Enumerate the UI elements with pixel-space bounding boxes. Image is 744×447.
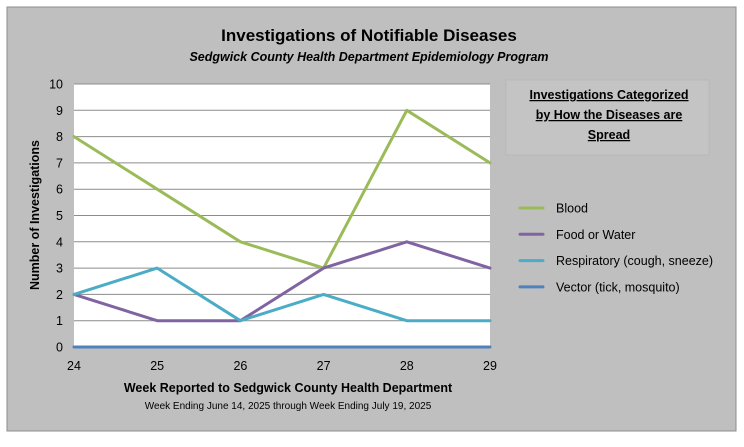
legend-label-respiratory-cough-sneeze: Respiratory (cough, sneeze) — [556, 254, 713, 268]
y-tick-label: 4 — [56, 235, 63, 249]
x-axis-sublabel: Week Ending June 14, 2025 through Week E… — [145, 401, 432, 412]
legend-title-line-1: Investigations Categorized — [529, 88, 688, 102]
legend-title-box — [505, 79, 710, 156]
legend: Blood Food or Water Respiratory (cough, sn… — [518, 202, 713, 294]
y-tick-label: 5 — [56, 209, 63, 223]
y-tick-label: 9 — [56, 104, 63, 118]
y-tick-label: 2 — [56, 288, 63, 302]
legend-title-line-2: by How the Diseases are — [536, 108, 683, 122]
legend-title-line-3: Spread — [588, 128, 630, 142]
x-tick-label: 28 — [400, 359, 414, 373]
x-tick-label: 24 — [67, 359, 81, 373]
y-tick-label: 6 — [56, 183, 63, 197]
x-tick-label: 25 — [150, 359, 164, 373]
series-lines — [72, 108, 492, 349]
y-tick-labels: 0 1 2 3 4 5 6 7 8 9 10 — [49, 78, 63, 355]
gridlines — [74, 83, 490, 348]
y-tick-label: 1 — [56, 314, 63, 328]
legend-label-food-or-water: Food or Water — [556, 228, 635, 242]
legend-label-blood: Blood — [556, 202, 588, 216]
x-tick-label: 29 — [483, 359, 497, 373]
y-tick-label: 0 — [56, 341, 63, 355]
series-line-blood — [72, 108, 492, 270]
chart-subtitle: Sedgwick County Health Department Epidem… — [189, 50, 548, 64]
series-line-food-or-water — [72, 240, 492, 323]
chart-title: Investigations of Notifiable Diseases — [221, 26, 517, 45]
legend-label-vector-tick-mosquito: Vector (tick, mosquito) — [556, 280, 680, 294]
y-tick-label: 3 — [56, 262, 63, 276]
y-tick-label: 7 — [56, 156, 63, 170]
series-line-respiratory-cough-sneeze — [72, 266, 492, 323]
x-tick-label: 26 — [233, 359, 247, 373]
x-tick-label: 27 — [317, 359, 331, 373]
y-tick-label: 10 — [49, 78, 63, 92]
x-tick-labels: 24 25 26 27 28 29 — [67, 359, 497, 373]
y-axis-label: Number of Investigations — [28, 140, 42, 290]
y-tick-label: 8 — [56, 130, 63, 144]
x-axis-label: Week Reported to Sedgwick County Health … — [124, 381, 453, 395]
